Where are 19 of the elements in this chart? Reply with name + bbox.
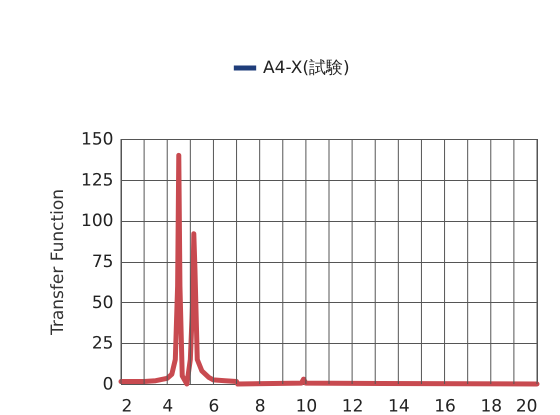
x-tick-label: 20 [516, 396, 538, 415]
y-tick-label: 50 [92, 292, 114, 313]
x-tick-label: 18 [480, 396, 502, 415]
x-tick-label: 12 [342, 396, 364, 415]
x-tick-label: 6 [208, 396, 220, 415]
x-tick-label: 2 [122, 396, 132, 415]
y-tick-label: 125 [81, 170, 114, 190]
y-tick-label: 150 [81, 130, 114, 150]
y-tick-label: 0 [102, 374, 114, 394]
y-tick-label: 75 [92, 252, 114, 272]
x-tick-label: 8 [254, 396, 266, 415]
y-tick-label: 100 [81, 211, 114, 232]
y-axis-title: Transfer Function [48, 188, 68, 336]
x-tick-label: 4 [162, 396, 174, 415]
x-tick-label: 16 [434, 396, 456, 415]
x-tick-label: 14 [388, 396, 410, 415]
legend-label: A4-X(試験) [263, 58, 350, 78]
y-tick-label: 25 [92, 334, 114, 354]
x-tick-label: 10 [296, 396, 318, 415]
